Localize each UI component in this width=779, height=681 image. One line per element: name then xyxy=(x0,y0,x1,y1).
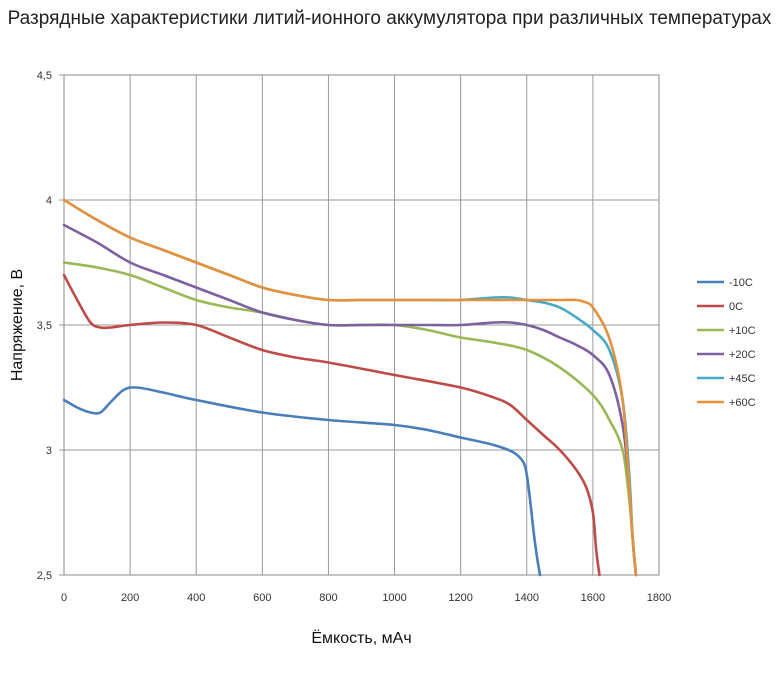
legend-label: 0C xyxy=(729,301,743,313)
x-axis-ticks: 0 200 400 600 800 1000 1200 1400 1600 1800 xyxy=(61,592,671,604)
series-line xyxy=(62,198,638,577)
x-tick-label: 1400 xyxy=(515,592,539,604)
plot-area-border xyxy=(63,74,660,576)
y-axis-ticks: 2,5 3 3,5 4 4,5 xyxy=(37,70,52,582)
series-line xyxy=(62,386,542,577)
y-tick-label: 2,5 xyxy=(37,570,52,582)
chart-title: Разрядные характеристики литий-ионного а… xyxy=(7,8,772,29)
series-lines xyxy=(62,198,638,577)
x-tick-label: 200 xyxy=(121,592,139,604)
y-tick-label: 3 xyxy=(46,445,52,457)
series-line xyxy=(62,223,638,577)
x-tick-label: 800 xyxy=(319,592,337,604)
x-tick-label: 400 xyxy=(187,592,205,604)
y-tick-label: 3,5 xyxy=(37,320,52,332)
x-tick-label: 1600 xyxy=(581,592,605,604)
legend-label: +20C xyxy=(729,349,756,361)
legend-label: +60C xyxy=(729,397,756,409)
x-tick-label: 1000 xyxy=(382,592,406,604)
legend: -10C 0C +10C +20C +45C +60C xyxy=(697,277,756,409)
x-axis-title: Ёмкость, мАч xyxy=(311,629,411,647)
legend-label: -10C xyxy=(729,277,753,289)
y-tick-label: 4,5 xyxy=(37,70,52,82)
x-tick-label: 0 xyxy=(61,592,67,604)
x-tick-label: 600 xyxy=(253,592,271,604)
legend-label: +45C xyxy=(729,373,756,385)
legend-label: +10C xyxy=(729,325,756,337)
series-line xyxy=(62,198,638,577)
series-line xyxy=(62,261,638,577)
x-tick-label: 1200 xyxy=(448,592,472,604)
series-line xyxy=(62,273,601,577)
y-axis-title: Напряжение, В xyxy=(9,269,26,381)
y-tick-label: 4 xyxy=(46,195,52,207)
x-tick-label: 1800 xyxy=(647,592,671,604)
